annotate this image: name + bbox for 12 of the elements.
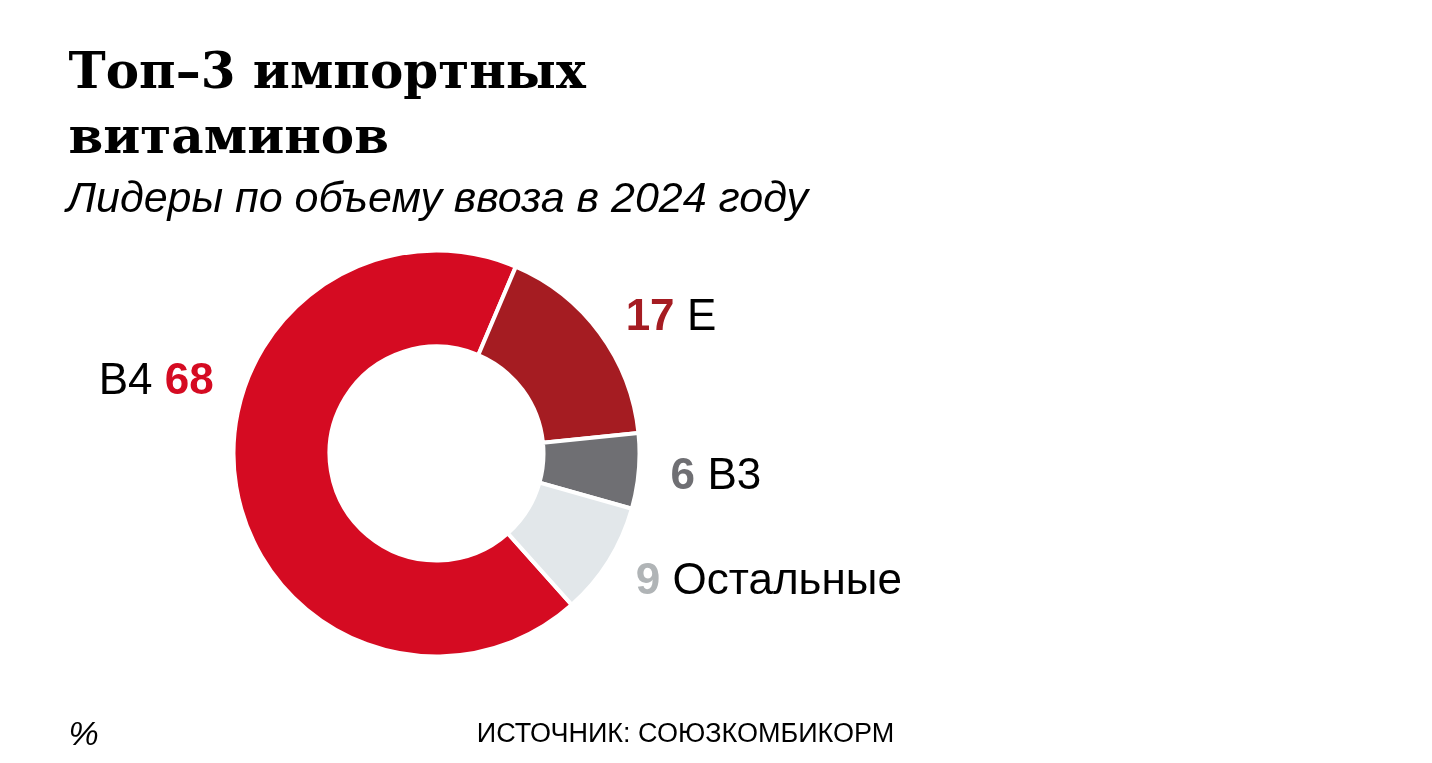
slice-label: B4: [98, 354, 153, 404]
slice-label: B3: [707, 449, 762, 499]
data-label: 9: [635, 553, 661, 603]
slice-label: E: [686, 289, 717, 339]
text: ИСТОЧНИК: СОЮЗКОМБИКОРМ: [476, 717, 895, 748]
text: %: [68, 713, 99, 752]
data-label: 6: [670, 449, 696, 499]
data-label: 68: [164, 354, 214, 404]
data-label: 17: [625, 289, 675, 339]
slice-label: Остальные: [672, 553, 902, 603]
chart-subtitle: Лидеры по объему ввоза в 2024 году: [63, 172, 811, 221]
chart-title: Топ–3 импортных витаминов: [68, 41, 587, 165]
